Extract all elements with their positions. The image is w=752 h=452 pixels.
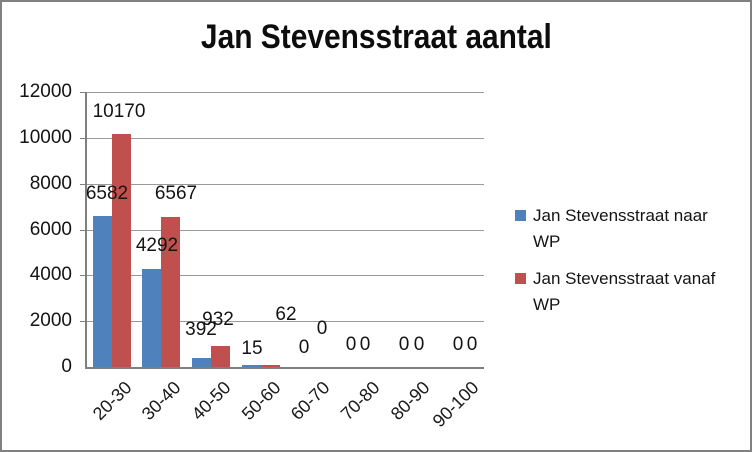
y-axis-label-4000: 4000 bbox=[29, 264, 72, 286]
data-label-naar-40-50: 392 bbox=[185, 319, 217, 340]
y-axis-tick-12000 bbox=[80, 92, 85, 93]
y-axis-tick-6000 bbox=[80, 230, 85, 231]
gridline-10000 bbox=[87, 138, 484, 139]
data-label-vanaf-80-90: 0 bbox=[413, 334, 425, 355]
y-axis-tick-8000 bbox=[80, 184, 85, 185]
data-label-vanaf-60-70: 0 bbox=[316, 318, 328, 339]
x-axis-line bbox=[85, 367, 484, 369]
data-label-vanaf-90-100: 0 bbox=[466, 334, 478, 355]
data-label-vanaf-40-50: 932 bbox=[202, 309, 234, 330]
x-axis-label-70-80: 70-80 bbox=[336, 377, 384, 424]
data-label-naar-90-100: 0 bbox=[452, 334, 464, 355]
bar-naar-20-30[interactable] bbox=[93, 216, 112, 367]
data-label-naar-50-60: 15 bbox=[241, 338, 263, 359]
y-axis-label-2000: 2000 bbox=[29, 310, 72, 332]
legend-swatch-naar-icon bbox=[515, 210, 526, 221]
gridline-2000 bbox=[87, 321, 484, 322]
bar-naar-40-50[interactable] bbox=[192, 358, 211, 367]
data-label-naar-80-90: 0 bbox=[398, 334, 410, 355]
gridline-4000 bbox=[87, 275, 484, 276]
y-axis-tick-4000 bbox=[80, 275, 85, 276]
legend-item-naar-wp[interactable]: Jan Stevensstraat naar WP bbox=[507, 203, 743, 255]
data-label-naar-70-80: 0 bbox=[345, 334, 357, 355]
bar-naar-30-40[interactable] bbox=[142, 269, 161, 367]
chart-title-text: Jan Stevensstraat aantal bbox=[200, 18, 552, 56]
y-axis-label-10000: 10000 bbox=[19, 126, 72, 148]
x-axis-label-50-60: 50-60 bbox=[237, 377, 285, 424]
bar-vanaf-20-30[interactable] bbox=[112, 134, 131, 367]
legend-label-vanaf: Jan Stevensstraat vanaf WP bbox=[533, 269, 716, 314]
data-label-naar-30-40: 4292 bbox=[135, 235, 179, 256]
legend: Jan Stevensstraat naar WP Jan Stevensstr… bbox=[507, 203, 743, 318]
gridline-8000 bbox=[87, 184, 484, 185]
y-axis-label-0: 0 bbox=[61, 356, 72, 377]
data-label-vanaf-30-40: 6567 bbox=[154, 183, 198, 204]
x-axis-label-60-70: 60-70 bbox=[287, 377, 334, 424]
bar-naar-50-60[interactable] bbox=[242, 365, 261, 367]
bar-vanaf-50-60[interactable] bbox=[261, 365, 280, 367]
bar-vanaf-30-40[interactable] bbox=[161, 217, 180, 367]
y-axis-label-12000: 12000 bbox=[19, 81, 72, 102]
chart-title[interactable]: Jan Stevensstraat aantal bbox=[2, 18, 750, 57]
x-axis-label-90-100: 90-100 bbox=[428, 377, 483, 432]
y-axis-line bbox=[85, 92, 87, 369]
data-label-vanaf-50-60: 62 bbox=[275, 304, 297, 325]
x-axis-label-40-50: 40-50 bbox=[187, 377, 235, 424]
x-axis-label-20-30: 20-30 bbox=[88, 377, 136, 424]
y-axis-label-8000: 8000 bbox=[29, 172, 72, 194]
legend-item-vanaf-wp[interactable]: Jan Stevensstraat vanaf WP bbox=[507, 266, 743, 318]
data-label-vanaf-20-30: 10170 bbox=[92, 101, 146, 122]
x-axis-label-30-40: 30-40 bbox=[138, 377, 185, 424]
y-axis-label-6000: 6000 bbox=[29, 218, 72, 240]
y-axis-tick-10000 bbox=[80, 138, 85, 139]
data-label-naar-60-70: 0 bbox=[298, 337, 310, 358]
y-axis-tick-2000 bbox=[80, 321, 85, 322]
x-axis-label-80-90: 80-90 bbox=[386, 377, 433, 424]
legend-swatch-vanaf-icon bbox=[515, 273, 526, 284]
bar-vanaf-40-50[interactable] bbox=[211, 346, 230, 367]
gridline-12000 bbox=[87, 92, 484, 93]
data-label-vanaf-70-80: 0 bbox=[359, 334, 371, 355]
data-label-naar-20-30: 6582 bbox=[85, 183, 129, 204]
gridline-6000 bbox=[87, 230, 484, 231]
legend-label-naar: Jan Stevensstraat naar WP bbox=[533, 206, 708, 251]
